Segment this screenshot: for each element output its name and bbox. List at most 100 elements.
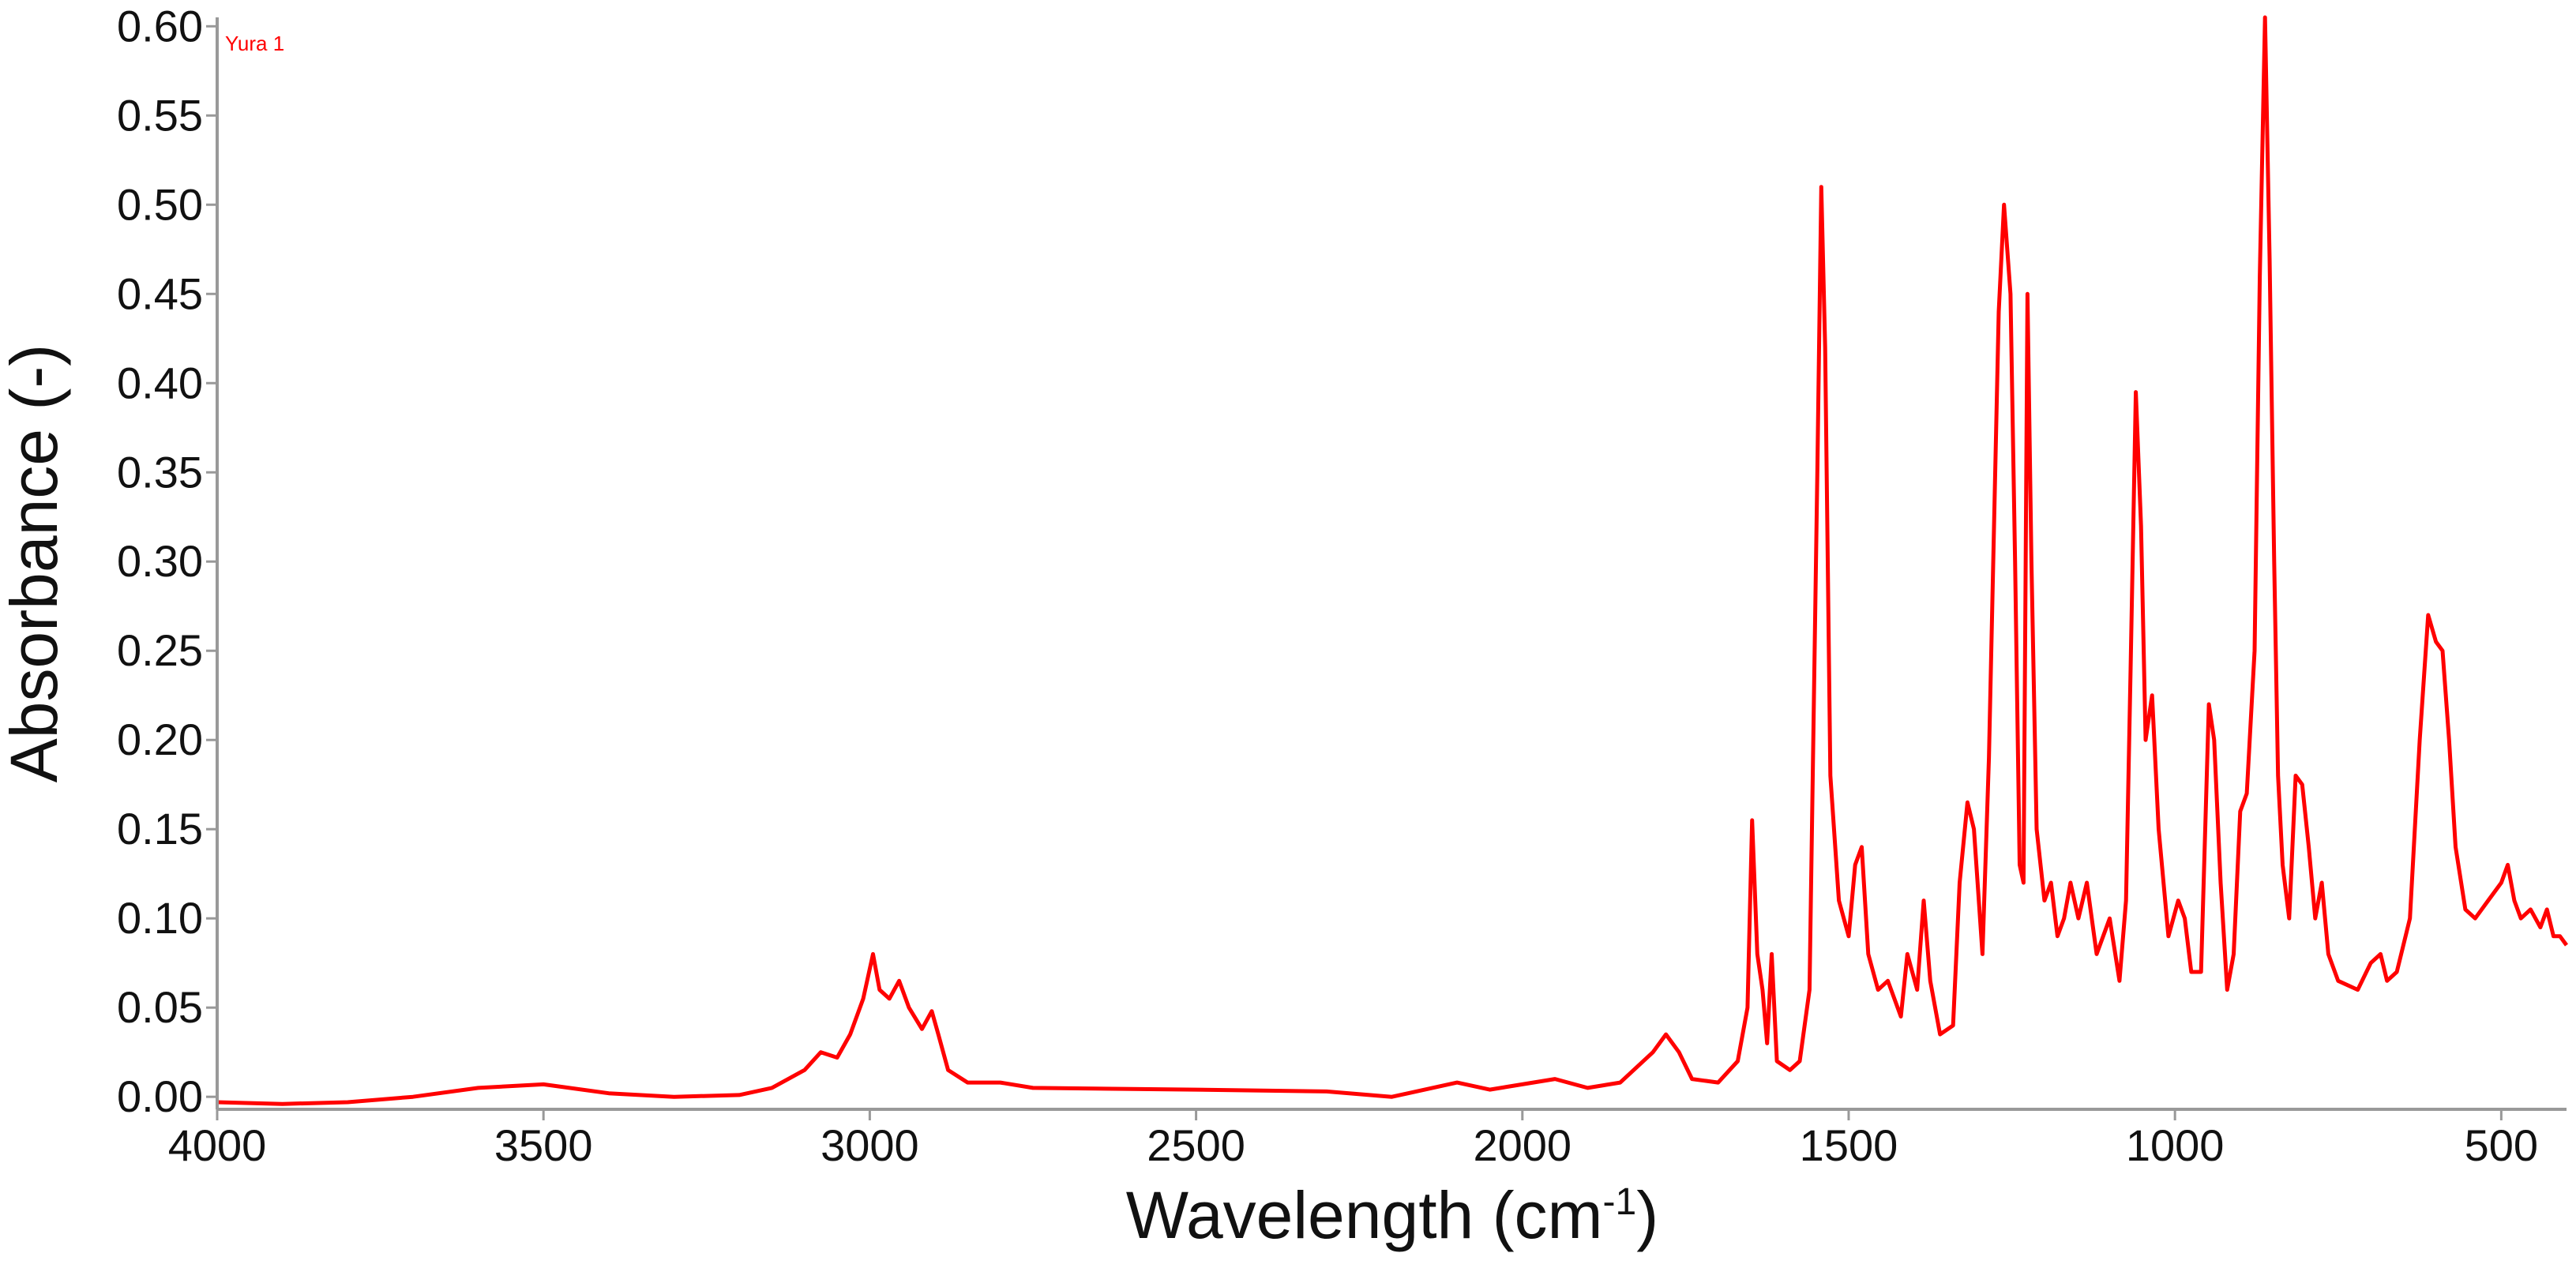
data-point <box>2239 810 2242 813</box>
x-axis-title-text: Wavelength (cm <box>1126 1178 1603 1252</box>
data-point <box>1391 1095 1394 1098</box>
data-point <box>2003 203 2006 206</box>
data-point <box>2356 989 2360 992</box>
data-point <box>2129 667 2132 670</box>
data-point <box>1973 827 1976 831</box>
data-point <box>1651 1051 1654 1054</box>
data-point <box>2095 952 2098 955</box>
data-point <box>2320 881 2323 884</box>
data-point <box>1997 310 2000 313</box>
data-point <box>862 997 865 1000</box>
data-point <box>1847 935 1850 938</box>
data-point <box>921 1027 924 1030</box>
data-point <box>2167 935 2170 938</box>
x-tick-label: 500 <box>2465 1120 2538 1170</box>
y-tick-label: 0.30 <box>117 536 203 586</box>
data-point <box>2176 899 2180 902</box>
data-point <box>2118 979 2121 982</box>
data-point <box>1761 989 1764 992</box>
x-axis-ticks <box>216 1109 2503 1120</box>
data-point <box>2473 917 2476 920</box>
data-point <box>607 1092 610 1095</box>
data-point <box>2190 970 2193 974</box>
data-point <box>2225 989 2229 992</box>
data-point <box>2519 917 2522 920</box>
data-point <box>1819 186 1823 189</box>
data-point <box>2447 738 2450 741</box>
data-point <box>1756 952 1759 955</box>
data-point <box>738 1094 741 1097</box>
data-point <box>1838 899 1841 902</box>
data-point <box>2150 694 2154 697</box>
data-point <box>2124 899 2127 902</box>
x-tick-label: 3000 <box>820 1120 919 1170</box>
data-point <box>2314 917 2317 920</box>
data-point <box>2259 275 2262 278</box>
data-point <box>2427 613 2430 617</box>
data-point <box>1981 952 1984 955</box>
x-tick-label: 1500 <box>1800 1120 1898 1170</box>
data-point <box>2139 524 2142 527</box>
data-point <box>2268 257 2271 260</box>
y-tick-label: 0.10 <box>117 893 203 943</box>
x-axis-tick-labels: 4000 3500 3000 2500 2000 1500 1000 500 <box>168 1120 2538 1170</box>
data-point <box>1325 1090 1328 1093</box>
data-point <box>1939 1033 1942 1036</box>
x-tick-label: 4000 <box>168 1120 267 1170</box>
data-point <box>1916 989 1919 992</box>
data-point <box>1031 1086 1035 1090</box>
data-point <box>2454 846 2458 849</box>
data-point <box>1586 1086 1589 1090</box>
data-point <box>1677 1051 1680 1054</box>
data-point <box>803 1068 806 1071</box>
data-point <box>888 997 891 1000</box>
data-point <box>2184 917 2187 920</box>
y-axis-tick-labels: 0.00 0.05 0.10 0.15 0.20 0.25 0.30 0.35 0.40 0.45… <box>117 1 203 1121</box>
data-point <box>2035 827 2038 831</box>
data-point <box>1619 1081 1622 1084</box>
data-point <box>2030 560 2033 563</box>
data-point <box>2559 935 2562 938</box>
data-point <box>1455 1081 1459 1084</box>
data-point <box>1489 1088 1492 1091</box>
data-point <box>947 1068 950 1071</box>
data-point <box>2199 970 2202 974</box>
data-point <box>2435 640 2438 643</box>
data-point <box>2300 783 2304 786</box>
x-axis-title: Wavelength (cm-1) <box>1126 1178 1658 1252</box>
data-point <box>1816 471 1819 474</box>
y-tick-label: 0.35 <box>117 447 203 497</box>
y-axis-title: Absorbance (-) <box>0 344 71 783</box>
data-point <box>2288 917 2291 920</box>
data-point <box>2464 908 2467 911</box>
data-point <box>2545 908 2548 911</box>
data-point <box>1876 989 1879 992</box>
data-point <box>2552 935 2555 938</box>
data-point <box>2409 917 2412 920</box>
data-point <box>2207 703 2210 706</box>
y-tick-label: 0.40 <box>117 358 203 407</box>
data-point <box>2513 899 2516 902</box>
data-point <box>849 1033 852 1036</box>
data-point <box>872 952 875 955</box>
data-point <box>2069 881 2072 884</box>
data-point <box>836 1056 839 1060</box>
y-axis-ticks <box>206 24 217 1098</box>
data-point <box>2507 863 2510 866</box>
data-point <box>878 989 881 992</box>
data-point <box>930 1010 933 1013</box>
data-point <box>2018 863 2022 866</box>
data-point <box>2063 917 2066 920</box>
data-point <box>1853 863 1857 866</box>
data-point <box>411 1095 415 1098</box>
y-tick-label: 0.00 <box>117 1071 203 1121</box>
data-point <box>1553 1078 1556 1081</box>
data-point <box>966 1081 969 1084</box>
data-point <box>2157 827 2161 831</box>
data-point <box>2049 881 2052 884</box>
data-point <box>2213 738 2216 741</box>
data-point <box>898 979 901 982</box>
data-point <box>1808 989 1811 992</box>
y-tick-label: 0.20 <box>117 715 203 764</box>
